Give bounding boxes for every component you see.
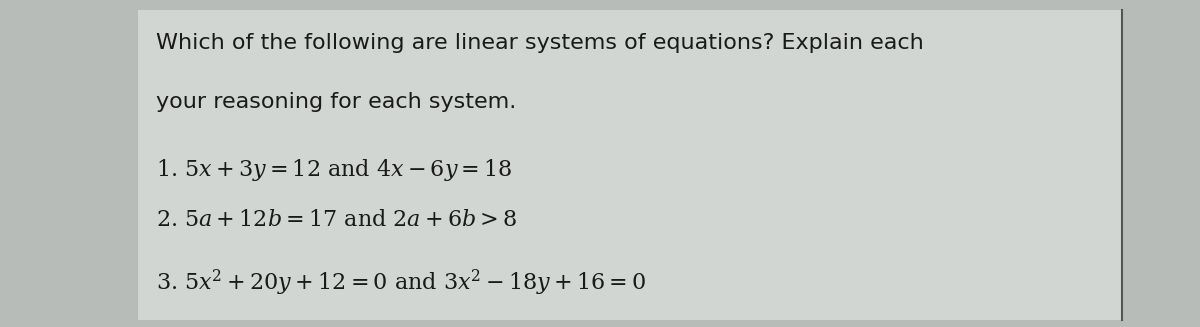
Text: Which of the following are linear systems of equations? Explain each: Which of the following are linear system… (156, 33, 924, 53)
Text: 2. $5a + 12b = 17$ and $2a + 6b > 8$: 2. $5a + 12b = 17$ and $2a + 6b > 8$ (156, 209, 517, 231)
Text: 3. $5x^{2} + 20y + 12 = 0$ and $3x^{2} - 18y + 16 = 0$: 3. $5x^{2} + 20y + 12 = 0$ and $3x^{2} -… (156, 268, 647, 298)
Text: 1. $5x + 3y = 12$ and $4x - 6y = 18$: 1. $5x + 3y = 12$ and $4x - 6y = 18$ (156, 157, 512, 183)
Text: your reasoning for each system.: your reasoning for each system. (156, 92, 516, 112)
FancyBboxPatch shape (138, 10, 1122, 320)
